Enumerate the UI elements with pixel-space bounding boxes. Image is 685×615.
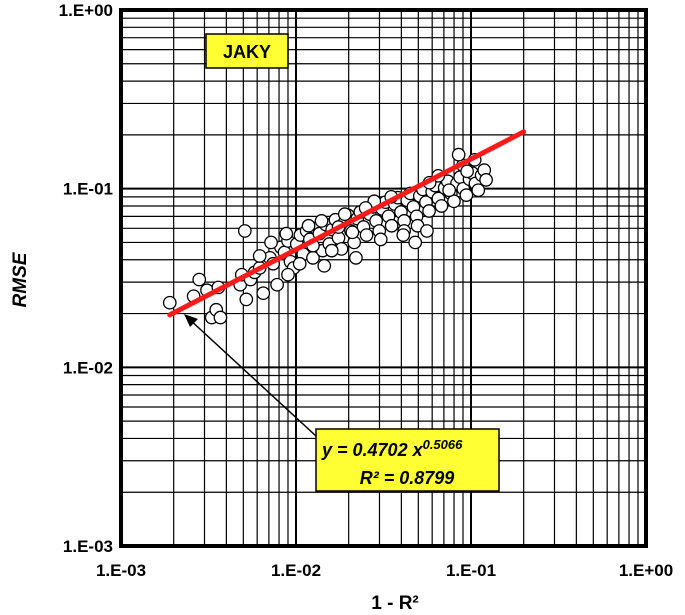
data-point	[471, 183, 486, 198]
fit-exponent: 0.5066	[423, 437, 464, 452]
data-point	[451, 147, 466, 162]
data-point	[314, 214, 329, 228]
data-point	[442, 183, 456, 198]
fit-equation-bg	[315, 428, 500, 492]
data-point	[292, 256, 307, 271]
annotation-arrow-line	[187, 317, 317, 437]
data-point	[337, 207, 352, 222]
y-tick-label: 1.E-02	[63, 358, 113, 377]
fit-r-squared: R² = 0.8799	[360, 468, 455, 488]
data-point	[317, 258, 332, 273]
data-point	[420, 224, 434, 238]
y-tick-label: 1.E-01	[63, 180, 113, 199]
x-tick-label: 1.E-01	[446, 561, 496, 580]
data-point	[460, 164, 474, 179]
data-point	[359, 228, 374, 242]
fit-line-group	[167, 129, 527, 318]
data-point	[479, 173, 493, 187]
fit-equation-main: y = 0.4702 x	[321, 440, 424, 460]
dataset-label-bg	[205, 33, 289, 69]
data-point	[434, 199, 449, 213]
data-point	[237, 224, 252, 238]
y-tick-label: 1.E-03	[63, 537, 113, 556]
x-tick-label: 1.E+00	[619, 561, 673, 580]
data-point	[459, 188, 474, 202]
data-point	[408, 235, 423, 250]
tick-labels: 1.E-03 1.E-02 1.E-01 1.E+00 1.E-03 1.E-02 1.E-…	[59, 1, 674, 580]
data-point	[256, 286, 271, 301]
data-point	[384, 218, 399, 233]
data-point	[192, 272, 207, 287]
annotation-arrow-head	[184, 314, 198, 327]
x-tick-label: 1.E-02	[271, 561, 321, 580]
data-point	[349, 250, 363, 265]
data-point	[252, 249, 267, 263]
plot-frame	[119, 8, 648, 548]
fit-equation-box: y = 0.4702 x0.5066 R² = 0.8799	[184, 314, 500, 492]
data-point	[162, 295, 177, 310]
data-point	[270, 277, 284, 292]
data-point	[281, 267, 295, 282]
data-point	[279, 226, 294, 241]
fit-line	[167, 129, 527, 318]
data-point	[213, 310, 228, 325]
data-point	[264, 235, 278, 250]
data-point	[301, 218, 316, 233]
data-point	[373, 232, 388, 247]
dataset-label: JAKY	[223, 42, 271, 62]
data-point	[239, 292, 254, 307]
dataset-label-box: JAKY	[205, 33, 289, 69]
x-tick-label: 1.E-03	[96, 561, 146, 580]
x-axis-title: 1 - R²	[371, 593, 419, 614]
y-tick-label: 1.E+00	[59, 1, 113, 20]
y-axis-title: RMSE	[10, 251, 31, 307]
data-point	[422, 204, 436, 218]
data-point	[396, 228, 411, 242]
data-point	[345, 225, 360, 240]
data-point	[324, 243, 339, 258]
fit-equation: y = 0.4702 x0.5066	[321, 437, 463, 460]
